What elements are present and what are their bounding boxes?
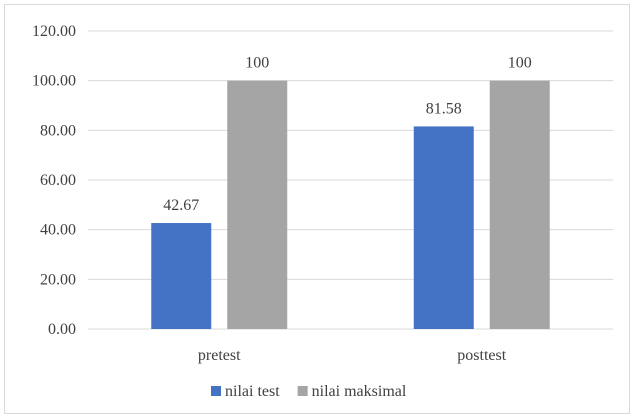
bar: [151, 223, 212, 329]
y-tick-label: 100.00: [32, 73, 76, 90]
data-label: 100: [245, 55, 269, 72]
legend-entry: nilai maksimal: [312, 383, 407, 400]
x-tick-label: pretest: [198, 347, 241, 364]
x-axis: pretest posttest: [198, 347, 507, 364]
y-tick-label: 20.00: [40, 271, 76, 288]
y-axis: 0.00 20.00 40.00 60.00 80.00 100.00 120.00: [32, 23, 76, 338]
y-tick-label: 120.00: [32, 23, 76, 40]
data-labels: 42.67 100 81.58 100: [163, 55, 532, 214]
data-label: 81.58: [426, 100, 462, 117]
data-label: 100: [508, 55, 532, 72]
y-tick-label: 60.00: [40, 172, 76, 189]
bar: [413, 126, 474, 329]
legend-entry: nilai test: [225, 383, 280, 400]
y-tick-label: 40.00: [40, 222, 76, 239]
bar: [489, 80, 550, 330]
legend: nilai test nilai maksimal: [211, 383, 407, 400]
y-tick-label: 80.00: [40, 122, 76, 139]
data-label: 42.67: [163, 197, 199, 214]
x-tick-label: posttest: [457, 347, 506, 364]
bars: [151, 80, 550, 330]
legend-swatch: [211, 386, 221, 396]
bar: [227, 80, 288, 330]
legend-swatch: [297, 386, 308, 396]
y-tick-label: 0.00: [48, 321, 76, 338]
